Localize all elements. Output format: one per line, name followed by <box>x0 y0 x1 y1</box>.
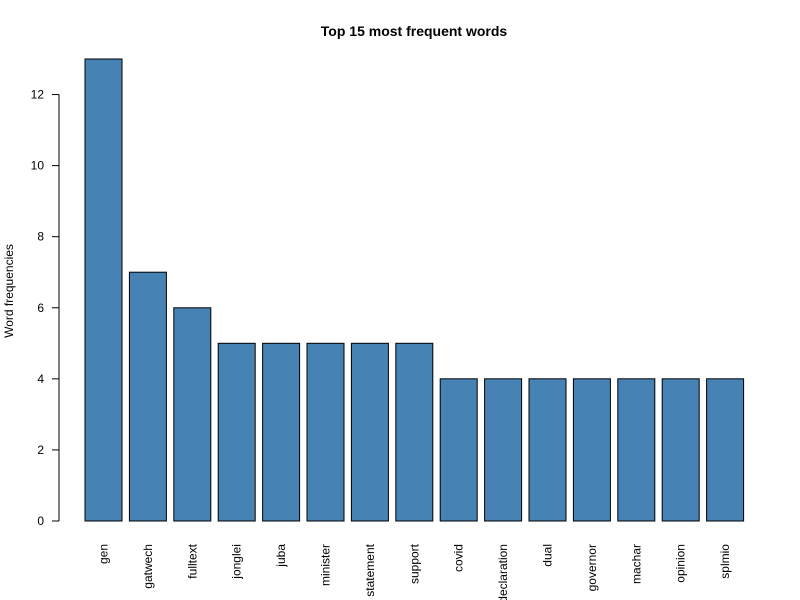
x-tick-label: covid <box>452 544 466 572</box>
x-tick-label: statement <box>363 543 377 596</box>
bar-machar <box>617 378 656 522</box>
x-tick-label: minister <box>319 544 333 586</box>
bar-jonglei <box>217 342 256 522</box>
bar-gen <box>84 58 123 522</box>
y-tick-label: 8 <box>37 230 44 244</box>
y-axis: 0 2 4 6 8 10 12 <box>31 88 60 528</box>
y-tick-label: 6 <box>37 301 44 315</box>
y-tick-label: 12 <box>31 88 45 102</box>
y-tick-label: 0 <box>37 514 44 528</box>
bar-governor <box>572 378 611 522</box>
bars <box>84 58 745 522</box>
x-axis-labels: gen gatwech fulltext jonglei juba minister sta… <box>97 543 733 600</box>
bar-opinion <box>661 378 700 522</box>
bar-fulltext <box>173 307 212 522</box>
x-tick-label: juba <box>274 544 288 568</box>
bar-splmio <box>706 378 745 522</box>
x-tick-label: opinion <box>674 544 688 583</box>
x-tick-label: gatwech <box>141 544 155 589</box>
y-tick-label: 4 <box>37 372 44 386</box>
bar-gatwech <box>128 271 167 522</box>
x-tick-label: dual <box>541 544 555 567</box>
x-tick-label: jonglei <box>230 544 244 580</box>
x-tick-label: support <box>407 543 421 584</box>
bar-statement <box>350 342 389 522</box>
y-tick-label: 2 <box>37 443 44 457</box>
bar-minister <box>306 342 345 522</box>
x-tick-label: fulltext <box>185 543 199 578</box>
bar-covid <box>439 378 478 522</box>
x-tick-label: gen <box>97 544 111 564</box>
bar-support <box>395 342 434 522</box>
bar-declaration <box>484 378 523 522</box>
x-tick-label: declaration <box>496 544 510 600</box>
x-tick-label: governor <box>585 544 599 591</box>
x-tick-label: splmio <box>718 544 732 579</box>
chart-title: Top 15 most frequent words <box>321 23 508 39</box>
x-tick-label: machar <box>629 544 643 584</box>
bar-juba <box>262 342 301 522</box>
y-tick-label: 10 <box>31 159 45 173</box>
y-axis-label: Word frequencies <box>2 244 16 338</box>
bar-dual <box>528 378 567 522</box>
